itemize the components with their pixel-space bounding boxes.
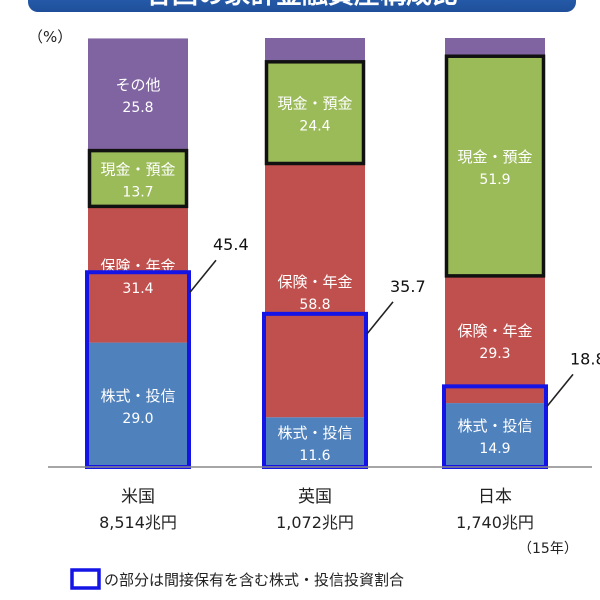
bar-segment [88, 342, 188, 467]
indirect-share-label: 18.8 [570, 349, 600, 368]
bar-segment [445, 54, 545, 278]
chart-title: 各国の家計金融資産構成比 [28, 0, 576, 12]
bar-segment [265, 417, 365, 467]
segment-name-label: 株式・投信 [457, 417, 532, 435]
bars-layer: 株式・投信 29.0 保険・年金 31.4 現金・預金 13.7 その他 25.8 株式・投信 1… [88, 38, 545, 467]
data-label: 24.4 [299, 119, 330, 135]
data-label: 11.6 [299, 448, 330, 464]
x-axis-labels: 米国 8,514兆円 英国 1,072兆円 日本 1,740兆円 [99, 487, 534, 532]
data-label: 29.3 [479, 346, 510, 362]
bar-segment [265, 38, 365, 61]
data-label: 29.0 [122, 411, 153, 427]
data-label: 13.7 [122, 184, 153, 200]
segment-name-label: 現金・預金 [457, 148, 532, 166]
category-total-label: 1,072兆円 [276, 513, 354, 532]
indirect-share-label: 45.4 [213, 235, 249, 254]
category-total-label: 1,740兆円 [456, 513, 534, 532]
bar-segment [265, 60, 365, 165]
segment-name-label: その他 [115, 76, 160, 94]
leader-line [189, 259, 217, 293]
leader-line [546, 373, 574, 407]
bar-segment [265, 164, 365, 418]
legend-swatch [70, 568, 101, 590]
bar-segment [445, 38, 545, 55]
segment-name-label: 株式・投信 [277, 424, 352, 442]
legend-note: の部分は間接保有を含む株式・投信投資割合 [104, 571, 404, 589]
data-label: 14.9 [479, 441, 510, 457]
cash-highlight-box [264, 60, 366, 166]
data-label: 58.8 [299, 297, 330, 313]
segment-name-label: 現金・預金 [100, 160, 175, 178]
year-note: （15年） [518, 541, 578, 557]
bar-segment [445, 403, 545, 467]
bar-segment [88, 38, 188, 150]
segment-name-label: 現金・預金 [277, 95, 352, 113]
data-label: 51.9 [479, 172, 510, 188]
indirect-share-label: 35.7 [390, 277, 426, 296]
y-axis-unit: （%） [28, 28, 72, 46]
data-label: 31.4 [122, 281, 153, 297]
category-label: 日本 [478, 487, 512, 507]
leader-line [366, 301, 394, 335]
data-label: 25.8 [122, 100, 153, 116]
cash-highlight-box [444, 54, 546, 278]
segment-name-label: 保険・年金 [277, 273, 352, 291]
bar-segment [88, 207, 188, 343]
segment-name-label: 保険・年金 [457, 322, 532, 340]
bar-segment [445, 277, 545, 404]
category-label: 英国 [298, 487, 332, 507]
segment-name-label: 株式・投信 [100, 387, 175, 405]
category-total-label: 8,514兆円 [99, 513, 177, 532]
bar-segment [88, 149, 188, 208]
cash-highlight-box [87, 148, 189, 209]
category-label: 米国 [121, 487, 155, 507]
